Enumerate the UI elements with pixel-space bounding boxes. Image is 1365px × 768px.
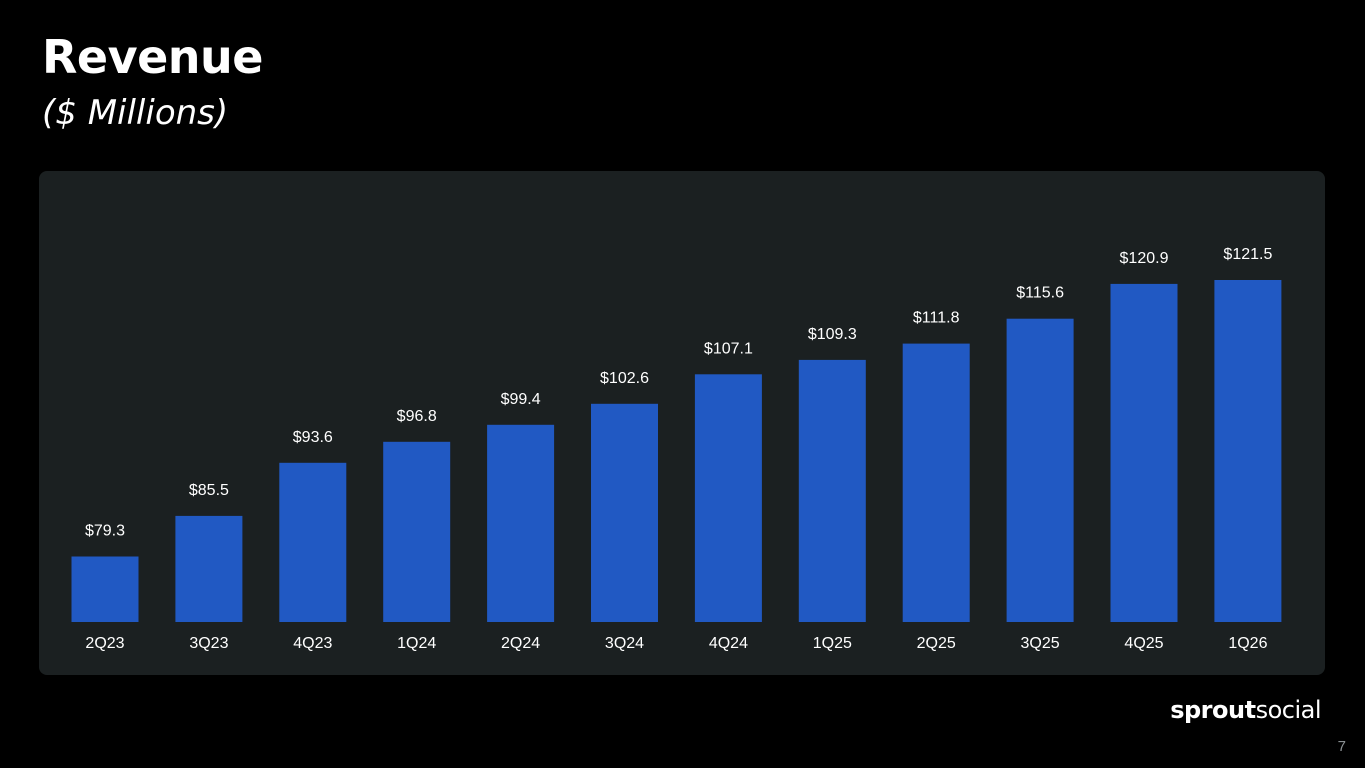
bar-3q23 bbox=[175, 515, 243, 622]
x-tick-label-3q25: 3Q25 bbox=[1021, 635, 1060, 652]
data-label-3q25: $115.6 bbox=[1016, 285, 1064, 302]
bar-3q25 bbox=[1006, 318, 1074, 622]
data-label-2q23: $79.3 bbox=[85, 523, 125, 540]
data-label-4q23: $93.6 bbox=[293, 429, 333, 446]
bar-4q25 bbox=[1110, 283, 1178, 622]
x-tick-label-1q24: 1Q24 bbox=[397, 635, 436, 652]
slide-subtitle: ($ Millions) bbox=[42, 93, 229, 133]
x-tick-label-4q24: 4Q24 bbox=[709, 635, 748, 652]
slide-title: Revenue bbox=[42, 30, 264, 84]
bar-3q24 bbox=[591, 403, 658, 622]
bar-1q24 bbox=[383, 441, 451, 622]
x-tick-label-2q23: 2Q23 bbox=[85, 635, 124, 652]
page-number: 7 bbox=[1337, 738, 1346, 755]
x-tick-label-3q23: 3Q23 bbox=[189, 635, 228, 652]
data-label-1q24: $96.8 bbox=[397, 408, 437, 425]
x-tick-label-2q25: 2Q25 bbox=[917, 635, 956, 652]
chart-panel: $79.3 2Q23 $85.5 3Q23 $93.6 4Q23 $96.8 1Q24 $99.… bbox=[39, 171, 1325, 675]
data-label-2q24: $99.4 bbox=[501, 391, 541, 408]
logo-bold-text: sprout bbox=[1170, 696, 1256, 724]
bar-2q23 bbox=[71, 556, 139, 622]
logo-light-text: social bbox=[1255, 696, 1322, 724]
data-label-4q25: $120.9 bbox=[1120, 250, 1169, 267]
bar-1q25 bbox=[798, 359, 866, 622]
x-tick-label-1q26: 1Q26 bbox=[1228, 635, 1267, 652]
bar-1q26 bbox=[1214, 280, 1282, 622]
bar-4q23 bbox=[279, 462, 347, 622]
x-tick-label-2q24: 2Q24 bbox=[501, 635, 540, 652]
bar-2q25 bbox=[902, 343, 970, 622]
data-label-2q25: $111.8 bbox=[913, 310, 960, 327]
data-label-1q26: $121.5 bbox=[1223, 246, 1272, 263]
bar-2q24 bbox=[487, 424, 555, 622]
data-label-4q24: $107.1 bbox=[704, 340, 753, 357]
data-label-3q23: $85.5 bbox=[189, 482, 229, 499]
data-label-3q24: $102.6 bbox=[600, 370, 649, 387]
x-tick-label-4q25: 4Q25 bbox=[1124, 635, 1163, 652]
bar-4q24 bbox=[694, 374, 762, 622]
revenue-bar-chart: $79.3 2Q23 $85.5 3Q23 $93.6 4Q23 $96.8 1Q24 $99.… bbox=[71, 246, 1282, 652]
x-tick-label-1q25: 1Q25 bbox=[813, 635, 852, 652]
data-label-1q25: $109.3 bbox=[808, 326, 857, 343]
x-tick-label-3q24: 3Q24 bbox=[605, 635, 644, 652]
sproutsocial-logo: sproutsocial bbox=[1170, 698, 1321, 722]
x-tick-label-4q23: 4Q23 bbox=[293, 635, 332, 652]
